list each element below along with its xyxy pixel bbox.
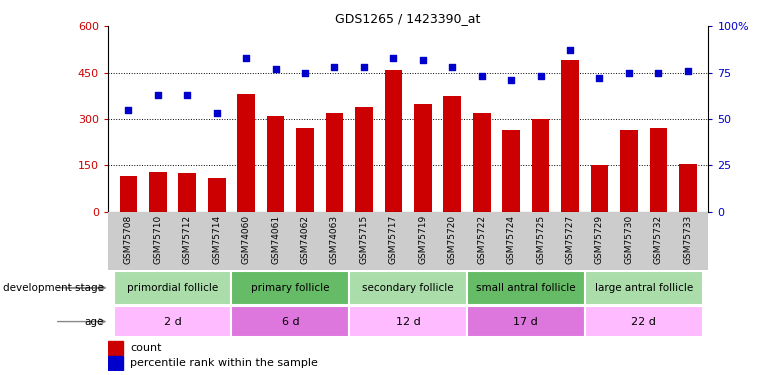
Text: small antral follicle: small antral follicle — [476, 283, 576, 293]
Bar — [502, 130, 520, 212]
Point — [446, 64, 458, 70]
Bar — [467, 271, 584, 305]
Text: GSM75727: GSM75727 — [565, 215, 574, 264]
Point — [328, 64, 340, 70]
Point — [270, 66, 282, 72]
Bar — [266, 116, 284, 212]
Text: 6 d: 6 d — [282, 316, 300, 327]
Point — [652, 70, 665, 76]
Text: GSM75712: GSM75712 — [182, 215, 192, 264]
Bar — [232, 271, 350, 305]
Text: count: count — [130, 343, 162, 353]
Text: large antral follicle: large antral follicle — [594, 283, 693, 293]
Bar — [119, 176, 137, 212]
Text: secondary follicle: secondary follicle — [363, 283, 454, 293]
Text: GSM74061: GSM74061 — [271, 215, 280, 264]
Bar — [237, 94, 255, 212]
Bar — [620, 130, 638, 212]
Bar — [350, 271, 467, 305]
Bar — [326, 113, 343, 212]
Bar — [467, 306, 584, 337]
Bar — [584, 306, 702, 337]
Bar — [350, 306, 467, 337]
Bar — [532, 119, 550, 212]
Text: GSM75717: GSM75717 — [389, 215, 398, 264]
Text: GSM74060: GSM74060 — [242, 215, 251, 264]
Text: primary follicle: primary follicle — [251, 283, 330, 293]
Text: GSM75725: GSM75725 — [536, 215, 545, 264]
Point — [623, 70, 635, 76]
Bar — [232, 306, 350, 337]
Text: GSM75733: GSM75733 — [683, 215, 692, 264]
Text: development stage: development stage — [3, 283, 104, 293]
Bar — [444, 96, 461, 212]
Text: age: age — [85, 316, 104, 327]
Bar — [149, 172, 166, 212]
Text: GSM75719: GSM75719 — [418, 215, 427, 264]
Bar — [679, 164, 697, 212]
Bar — [584, 271, 702, 305]
Text: GSM75720: GSM75720 — [448, 215, 457, 264]
Point — [594, 75, 606, 81]
Text: percentile rank within the sample: percentile rank within the sample — [130, 358, 318, 368]
Point — [181, 92, 193, 98]
Text: GSM75732: GSM75732 — [654, 215, 663, 264]
Point — [387, 55, 400, 61]
Text: primordial follicle: primordial follicle — [127, 283, 218, 293]
Text: GSM75730: GSM75730 — [624, 215, 634, 264]
Text: 2 d: 2 d — [164, 316, 182, 327]
Text: 22 d: 22 d — [631, 316, 656, 327]
Text: GSM74063: GSM74063 — [330, 215, 339, 264]
Bar — [114, 306, 232, 337]
Bar — [414, 104, 432, 212]
Text: GSM75710: GSM75710 — [153, 215, 162, 264]
Text: GSM75724: GSM75724 — [507, 215, 516, 264]
Bar — [114, 271, 232, 305]
Point — [564, 47, 576, 53]
Point — [299, 70, 311, 76]
Text: 12 d: 12 d — [396, 316, 420, 327]
Bar — [108, 341, 123, 355]
Point — [210, 111, 223, 117]
Text: 17 d: 17 d — [514, 316, 538, 327]
Point — [240, 55, 253, 61]
Bar — [384, 70, 402, 212]
Point — [681, 68, 694, 74]
Point — [358, 64, 370, 70]
Text: GSM75722: GSM75722 — [477, 215, 486, 264]
Bar — [296, 128, 314, 212]
Bar — [650, 128, 667, 212]
Bar — [473, 113, 490, 212]
Bar — [355, 106, 373, 212]
Text: GSM75715: GSM75715 — [360, 215, 368, 264]
Text: GSM74062: GSM74062 — [300, 215, 310, 264]
Bar — [208, 178, 226, 212]
Bar — [561, 60, 579, 212]
Point — [476, 74, 488, 80]
Point — [122, 107, 135, 113]
Point — [152, 92, 164, 98]
Point — [505, 77, 517, 83]
Bar — [179, 173, 196, 212]
Point — [417, 57, 429, 63]
Text: GSM75729: GSM75729 — [595, 215, 604, 264]
Bar — [108, 356, 123, 370]
Text: GSM75714: GSM75714 — [213, 215, 221, 264]
Text: GSM75708: GSM75708 — [124, 215, 133, 264]
Bar — [591, 165, 608, 212]
Point — [534, 74, 547, 80]
Title: GDS1265 / 1423390_at: GDS1265 / 1423390_at — [336, 12, 480, 25]
